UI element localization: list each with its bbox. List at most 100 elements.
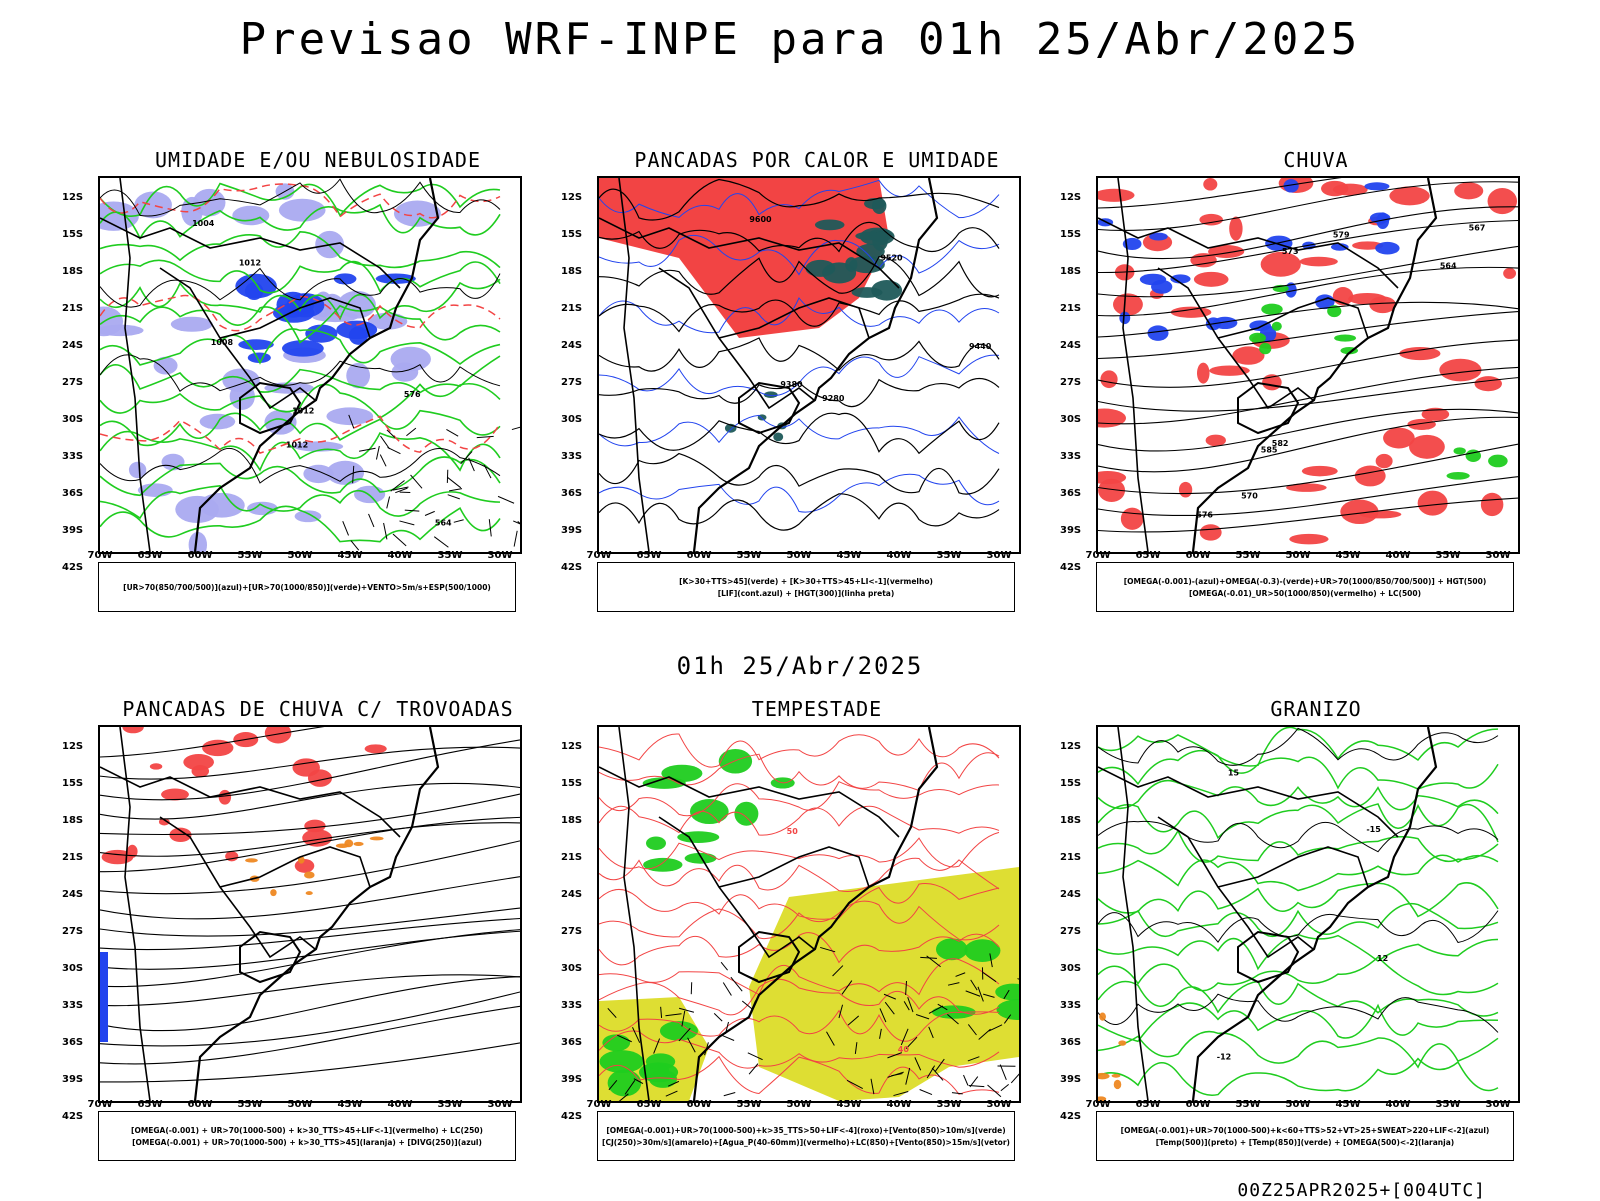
rain-area <box>1229 217 1242 241</box>
lat-tick-label: 27S <box>1060 926 1081 937</box>
legend-box: [OMEGA(-0.001) + UR>70(1000-500) + k>30_… <box>98 1111 516 1161</box>
lat-tick-label: 21S <box>62 852 83 863</box>
legend-line: [OMEGA(-0.001)-(azul)+OMEGA(-0.3)-(verde… <box>1124 577 1487 586</box>
temp-850-contour <box>1098 855 1498 890</box>
lat-tick-label: 39S <box>1060 525 1081 536</box>
lat-tick-label: 15S <box>62 778 83 789</box>
thunderstorm-area <box>304 820 325 833</box>
lat-tick-label: 24S <box>561 889 582 900</box>
lon-tick-label: 60W <box>687 1099 712 1110</box>
contour-label: 576 <box>1196 510 1213 519</box>
panel-title: TEMPESTADE <box>577 697 1057 721</box>
lon-tick-label: 45W <box>338 1099 363 1110</box>
temp-850-contour <box>1098 1059 1498 1096</box>
lat-tick-label: 15S <box>561 778 582 789</box>
wind-vector <box>454 520 464 523</box>
coastline <box>1193 178 1436 552</box>
legend-line: [OMEGA(-0.01)_UR>50(1000/850)(vermelho) … <box>1189 589 1421 598</box>
legend-line: [Temp(500)](preto) + [Temp(850)](verde) … <box>1156 1138 1454 1147</box>
lon-tick-label: 35W <box>937 1099 962 1110</box>
geopotential-contour <box>599 338 999 371</box>
wind-vector <box>425 511 435 515</box>
lat-tick-label: 39S <box>62 1074 83 1085</box>
lon-tick-label: 65W <box>637 550 662 561</box>
humidity-low-contour <box>100 432 500 471</box>
wind-vector <box>406 428 415 436</box>
lon-tick-label: 35W <box>438 550 463 561</box>
omega-area <box>1148 325 1169 341</box>
wind-vector <box>477 436 494 437</box>
humidity-high-area <box>232 206 269 225</box>
convective-area <box>336 843 349 848</box>
wind-vector <box>514 531 517 547</box>
omega-500-area <box>1099 1013 1106 1021</box>
run-info-footer: 00Z25APR2025+[004UTC] <box>1237 1180 1486 1201</box>
rain-area <box>1488 188 1517 214</box>
thunderstorm-area <box>150 763 162 769</box>
rain-area <box>1098 189 1135 202</box>
contour-label: 564 <box>1440 262 1457 271</box>
wind-vector <box>369 514 374 527</box>
wind-vector <box>498 496 514 503</box>
convective-area <box>270 889 276 896</box>
lat-tick-label: 30S <box>561 963 582 974</box>
lat-tick-label: 24S <box>62 340 83 351</box>
instability-moisture-area <box>773 433 783 442</box>
lon-tick-label: 40W <box>887 1099 912 1110</box>
panel-title: PANCADAS POR CALOR E UMIDADE <box>577 148 1057 172</box>
wind-vector <box>380 436 389 449</box>
streamline <box>1098 378 1518 412</box>
strong-omega-area <box>1454 447 1466 454</box>
contour-label: 1008 <box>211 338 234 347</box>
wind-850-area <box>685 853 717 864</box>
omega-500-area <box>1114 1080 1122 1089</box>
streamline <box>100 783 520 819</box>
wind-vector <box>393 534 406 546</box>
lat-tick-label: 12S <box>561 192 582 203</box>
lat-tick-label: 39S <box>62 525 83 536</box>
convective-area <box>245 858 258 862</box>
valid-time-label: 01h 25/Abr/2025 <box>0 652 1600 680</box>
legend-box: [OMEGA(-0.001)+UR>70(1000-500)+k>35_TTS>… <box>597 1111 1015 1161</box>
lon-tick-label: 40W <box>388 1099 413 1110</box>
lat-tick-label: 27S <box>561 377 582 388</box>
strong-omega-area <box>1249 333 1266 343</box>
lat-tick-label: 33S <box>62 451 83 462</box>
rain-area <box>1348 293 1386 305</box>
temp-500-contour <box>1098 728 1498 765</box>
state-border <box>1218 847 1368 887</box>
legend-line: [OMEGA(-0.001) + UR>70(1000-500) + k>30_… <box>131 1126 483 1135</box>
lat-tick-label: 42S <box>1060 1111 1081 1122</box>
wind-vector <box>920 1090 932 1095</box>
contour-label: 9520 <box>880 253 903 262</box>
lon-tick-label: 55W <box>1236 1099 1261 1110</box>
lon-tick-label: 45W <box>837 1099 862 1110</box>
wind-850-area <box>646 1053 675 1069</box>
lat-tick-label: 12S <box>62 192 83 203</box>
rain-area <box>1194 272 1229 287</box>
omega-500-area <box>1118 1040 1126 1045</box>
lon-tick-label: 40W <box>388 550 413 561</box>
lat-tick-label: 24S <box>62 889 83 900</box>
wind-vector <box>724 1092 735 1095</box>
wind-vector <box>387 496 390 508</box>
wind-vector <box>405 510 420 511</box>
lat-tick-label: 15S <box>561 229 582 240</box>
lon-tick-label: 70W <box>587 550 612 561</box>
wind-vector <box>399 521 414 525</box>
lon-tick-label: 55W <box>238 1099 263 1110</box>
instability-moisture-area <box>845 257 857 272</box>
rain-area <box>1355 466 1386 487</box>
wind-vector <box>749 1064 758 1075</box>
wind-vector <box>449 489 462 491</box>
geopotential-contour <box>599 454 999 495</box>
wind-vector <box>952 1093 963 1094</box>
lifted-index-contour <box>599 355 999 396</box>
lon-tick-label: 60W <box>1186 1099 1211 1110</box>
